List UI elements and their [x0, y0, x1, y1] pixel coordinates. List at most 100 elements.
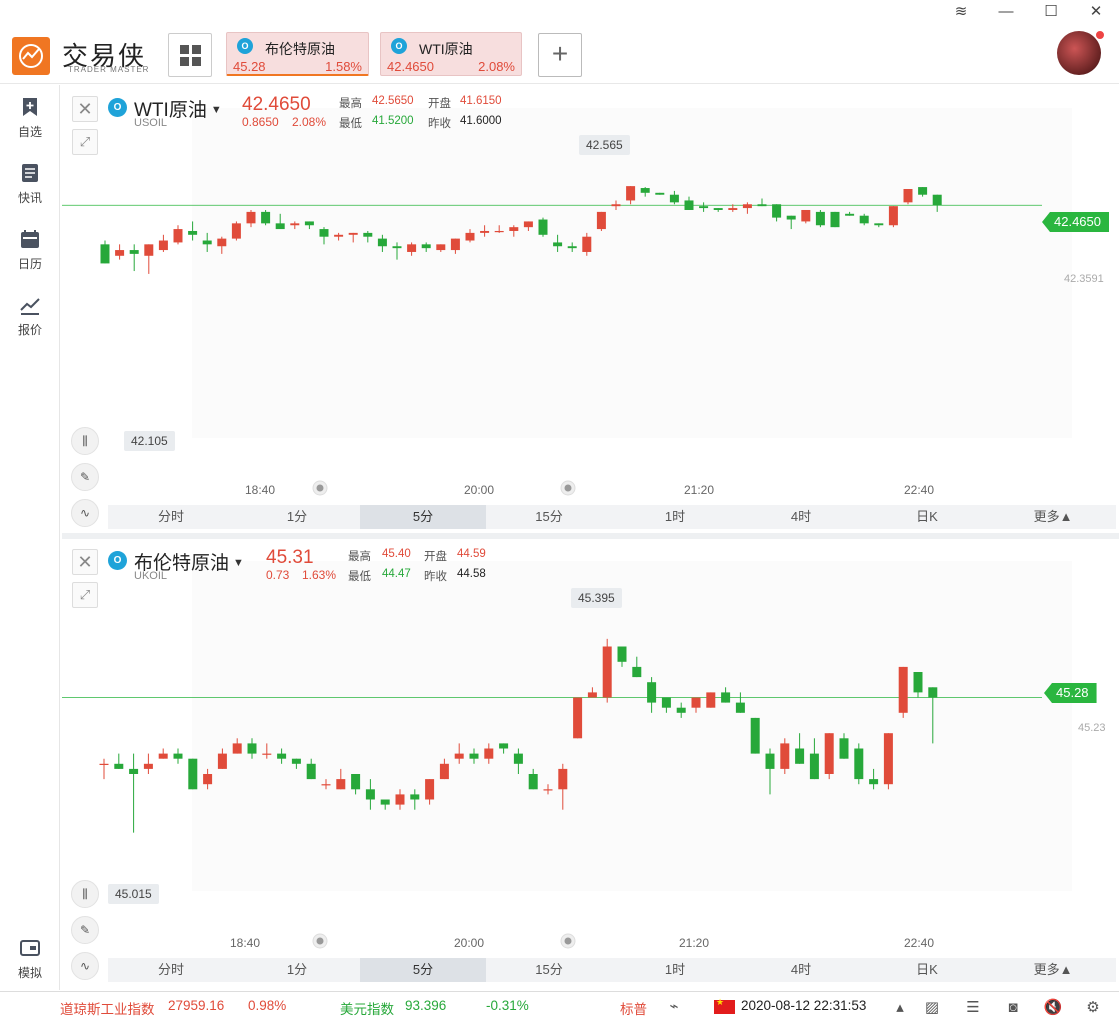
candle-body: [306, 763, 316, 780]
map-background: [192, 561, 1072, 891]
candlestick-chart[interactable]: [62, 541, 1119, 984]
overlay-button[interactable]: ∿: [71, 499, 99, 527]
candlestick-chart[interactable]: [62, 88, 1119, 531]
usd-name[interactable]: 美元指数: [340, 1002, 394, 1017]
open-value: 41.6150: [460, 95, 502, 107]
period-option[interactable]: 15分: [535, 962, 563, 977]
draw-button[interactable]: ✎: [71, 916, 99, 944]
period-option[interactable]: 分时: [157, 962, 184, 977]
tab-wti[interactable]: O WTI原油 42.4650 2.08%: [380, 32, 522, 76]
dji-name[interactable]: 道琼斯工业指数: [60, 1002, 155, 1017]
period-option[interactable]: 5分: [360, 505, 486, 529]
period-option[interactable]: 1时: [664, 962, 686, 977]
symbol-code: UKOIL: [134, 570, 168, 582]
candle-body: [465, 232, 475, 241]
candle-body: [351, 774, 361, 790]
candle-body: [558, 768, 568, 790]
prev-close-value: 44.58: [457, 568, 486, 580]
candle-body: [499, 743, 509, 749]
minimize-icon[interactable]: —: [998, 3, 1014, 20]
tab-brent[interactable]: O 布伦特原油 45.28 1.58%: [226, 32, 369, 76]
candle-body: [839, 738, 849, 759]
sidebar-item-calendar[interactable]: 日历: [0, 229, 60, 285]
close-icon[interactable]: ✕: [1089, 3, 1103, 20]
candle-body: [365, 789, 375, 800]
candle-body: [772, 204, 782, 218]
period-option[interactable]: 1分: [286, 962, 308, 977]
price-change: 0.8650: [242, 115, 279, 129]
candle-body: [275, 223, 285, 230]
candle-body: [188, 758, 198, 790]
draw-button[interactable]: ✎: [71, 463, 99, 491]
low-label: 最低: [348, 571, 371, 583]
caret-up-icon[interactable]: ▴: [896, 999, 904, 1016]
price-change: 0.73: [266, 568, 290, 582]
time-label: 22:40: [904, 936, 935, 950]
period-option[interactable]: 4时: [790, 962, 812, 977]
last-price-tag: 42.4650: [1042, 212, 1109, 232]
candle-body: [450, 238, 460, 251]
layout-icon[interactable]: ▨: [924, 999, 940, 1016]
sp-badge[interactable]: 标普: [620, 1002, 647, 1017]
period-option[interactable]: 15分: [535, 509, 563, 524]
open-label: 开盘: [424, 551, 447, 563]
expand-panel-button[interactable]: ⤢: [72, 129, 98, 155]
tab-pct: 1.58%: [325, 59, 362, 74]
low-value: 41.5200: [372, 115, 414, 127]
prev-close-label: 昨收: [424, 571, 447, 583]
high-value: 45.40: [382, 548, 411, 560]
symbol-selector[interactable]: WTI原油 ▼: [134, 95, 222, 122]
period-option[interactable]: 1分: [286, 509, 308, 524]
candle-body: [786, 215, 796, 220]
calendar-icon: [21, 230, 39, 248]
layout-grid-button[interactable]: [168, 33, 212, 77]
period-option[interactable]: 日K: [916, 962, 938, 977]
overlay-button[interactable]: ∿: [71, 952, 99, 980]
period-option[interactable]: 分时: [157, 509, 184, 524]
period-option[interactable]: 更多▲: [1033, 509, 1073, 524]
time-label: 21:20: [679, 936, 710, 950]
expand-panel-button[interactable]: ⤢: [72, 582, 98, 608]
candle-body: [928, 687, 938, 698]
dji-pct: 0.98%: [248, 998, 287, 1013]
indicator-button[interactable]: ⫼: [71, 427, 99, 455]
close-panel-button[interactable]: ✕: [72, 96, 98, 122]
period-option[interactable]: 日K: [916, 509, 938, 524]
sidebar-item-demo[interactable]: 模拟: [0, 938, 60, 994]
panel-divider[interactable]: [62, 533, 1119, 539]
add-tab-button[interactable]: +: [538, 33, 582, 77]
candle-body: [801, 209, 811, 222]
symbol-selector[interactable]: 布伦特原油 ▼: [134, 548, 244, 575]
avatar[interactable]: [1057, 31, 1101, 75]
mute-icon[interactable]: 🔇: [1043, 999, 1063, 1016]
candle-body: [290, 223, 300, 226]
settings-icon[interactable]: ⚙: [1086, 999, 1100, 1016]
maximize-icon[interactable]: ☐: [1044, 3, 1058, 20]
current-price: 45.31: [266, 547, 314, 568]
close-panel-button[interactable]: ✕: [72, 549, 98, 575]
sidebar-item-watchlist[interactable]: 自选: [0, 97, 60, 153]
candles-icon: ⫼: [82, 434, 88, 448]
period-option[interactable]: 4时: [790, 509, 812, 524]
layers-icon[interactable]: ≋: [954, 3, 968, 20]
candle-body: [334, 234, 344, 237]
candle-body: [780, 743, 790, 769]
period-selector: 分时 1分 5分 15分 1时 4时 日K 更多▲: [108, 958, 1116, 982]
period-option[interactable]: 5分: [360, 958, 486, 982]
indicator-button[interactable]: ⫼: [71, 880, 99, 908]
chart-panel-brent: ✕ ⤢ O 布伦特原油 ▼ UKOIL 45.31 0.73 1.63% 最高 4…: [62, 541, 1119, 984]
price-change-pct: 2.08%: [292, 115, 327, 129]
tab-name: 布伦特原油: [265, 41, 335, 57]
sidebar-item-news[interactable]: 快讯: [0, 163, 60, 219]
period-option[interactable]: 1时: [664, 509, 686, 524]
candle-body: [304, 221, 314, 226]
time-label: 18:40: [230, 936, 261, 950]
list-icon[interactable]: ☰: [966, 999, 980, 1016]
sidebar-item-quotes[interactable]: 报价: [0, 295, 60, 351]
candle-body: [567, 246, 577, 249]
link-icon[interactable]: ⌁: [669, 998, 679, 1015]
period-option[interactable]: 更多▲: [1033, 962, 1073, 977]
candle-body: [410, 794, 420, 800]
candle-body: [830, 211, 840, 228]
camera-icon[interactable]: ◙: [1008, 999, 1018, 1016]
